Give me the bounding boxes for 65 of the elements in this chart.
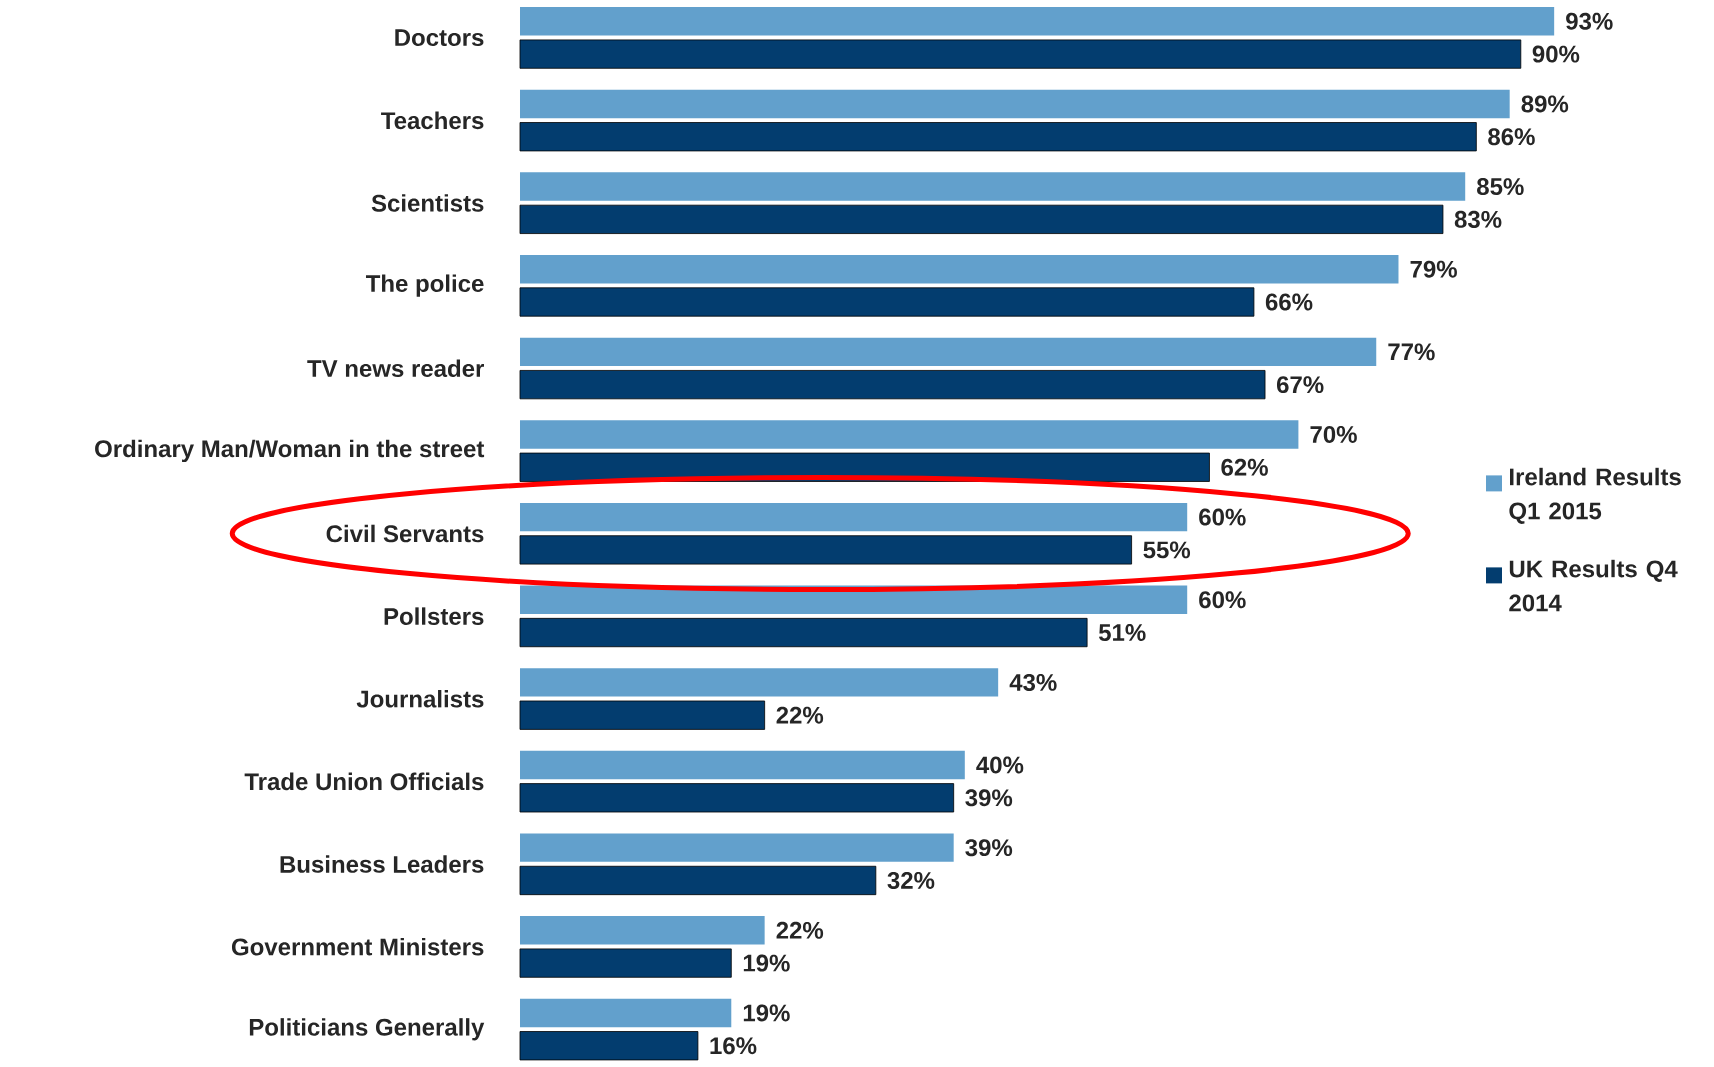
- bar: [520, 7, 1555, 36]
- data-label: 67%: [1276, 376, 1324, 394]
- y-tick-label: TV news reader: [307, 359, 484, 378]
- bar: [520, 833, 954, 862]
- data-label: 60%: [1199, 591, 1246, 609]
- bar: [520, 668, 999, 697]
- bar: [520, 420, 1299, 449]
- bar: [519, 39, 1522, 69]
- y-tick-label: Civil Servants: [326, 524, 484, 543]
- y-tick-label: Ordinary Man/Woman in the street: [95, 439, 485, 463]
- bar: [520, 89, 1510, 119]
- y-tick-label: Journalists: [356, 689, 484, 708]
- data-label: 43%: [1009, 673, 1057, 691]
- data-label: 70%: [1310, 425, 1357, 443]
- data-label: 39%: [965, 839, 1013, 857]
- data-label: 39%: [965, 789, 1013, 807]
- bar: [519, 865, 877, 896]
- bar: [519, 204, 1444, 234]
- y-tick-label: Doctors: [395, 29, 484, 47]
- data-label: 19%: [743, 954, 790, 972]
- data-label: 77%: [1388, 343, 1435, 361]
- data-label: 90%: [1532, 45, 1580, 63]
- data-label: 22%: [776, 921, 824, 939]
- bar: [520, 255, 1399, 284]
- data-label: 93%: [1566, 12, 1613, 30]
- data-label: 16%: [710, 1037, 757, 1055]
- bar: [520, 998, 732, 1028]
- bar: [520, 502, 1188, 532]
- y-tick-label: Teachers: [381, 111, 484, 130]
- data-label: 40%: [976, 756, 1024, 774]
- data-label: 55%: [1143, 541, 1191, 559]
- bar: [519, 783, 955, 813]
- data-label: 89%: [1521, 95, 1569, 113]
- data-label: 79%: [1410, 260, 1457, 278]
- bar: [520, 916, 765, 945]
- y-tick-label: Scientists: [371, 194, 484, 212]
- bar: [520, 337, 1377, 367]
- bar: [519, 1031, 699, 1061]
- data-label: 66%: [1265, 293, 1313, 311]
- data-label: 51%: [1098, 624, 1146, 641]
- data-label: 22%: [776, 706, 824, 724]
- y-tick-label: Government Ministers: [231, 937, 484, 956]
- y-tick-label: Trade Union Officials: [244, 772, 484, 791]
- bar: [520, 172, 1466, 201]
- data-label: 62%: [1221, 458, 1268, 476]
- bar: [519, 617, 1088, 648]
- bar: [520, 750, 965, 780]
- bar: [519, 287, 1255, 317]
- bar: [519, 370, 1266, 400]
- bar: [519, 535, 1133, 565]
- bar: [519, 122, 1477, 152]
- legend-label: UK Results Q4 2014: [1509, 559, 1678, 612]
- y-tick-label: Politicians Generally: [249, 1018, 485, 1041]
- data-label: 85%: [1477, 178, 1524, 196]
- data-label: 19%: [743, 1004, 790, 1022]
- data-label: 32%: [887, 871, 935, 889]
- y-tick-label: The police: [365, 274, 484, 297]
- legend-label: Ireland Results Q1 2015: [1509, 467, 1681, 524]
- y-tick-label: Pollsters: [384, 607, 484, 625]
- bar: [519, 948, 732, 978]
- data-label: 83%: [1454, 210, 1502, 228]
- y-tick-label: Business Leaders: [280, 855, 484, 873]
- data-label: 60%: [1199, 508, 1246, 526]
- bar: [519, 700, 766, 730]
- data-label: 86%: [1488, 128, 1535, 146]
